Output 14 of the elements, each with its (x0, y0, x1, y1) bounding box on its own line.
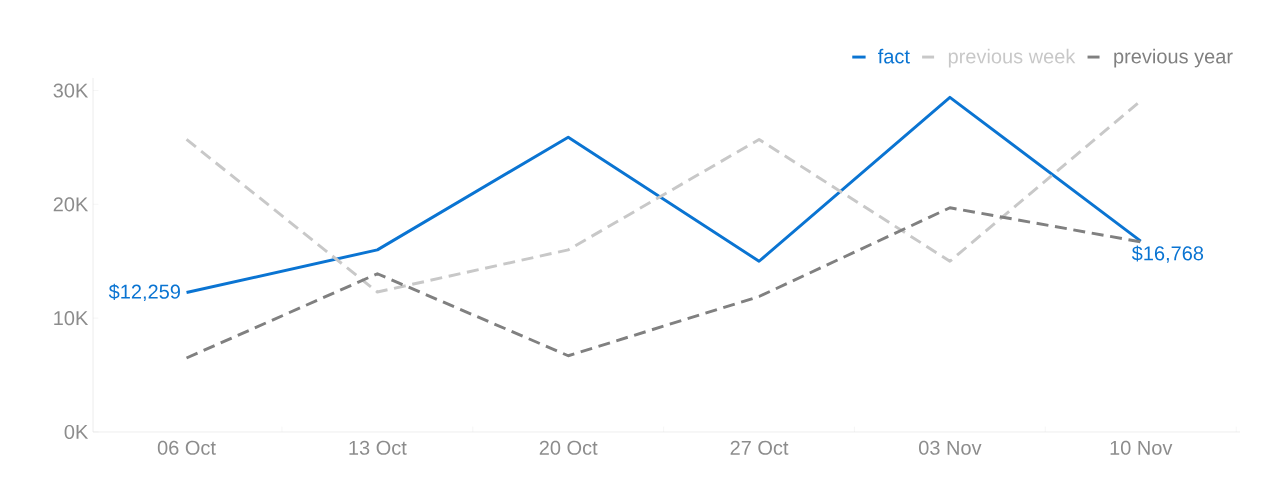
data-label: $16,768 (1131, 245, 1204, 263)
y-tick-label: 20K (53, 197, 89, 212)
y-tick-label: 30K (53, 83, 89, 98)
x-tick-label: 03 Nov (919, 440, 982, 455)
x-tick-label: 06 Oct (157, 440, 216, 455)
x-tick-label: 10 Nov (1110, 440, 1173, 455)
x-tick-label: 27 Oct (730, 440, 789, 455)
x-tick-label: 13 Oct (349, 440, 407, 455)
data-label: $12,259 (108, 283, 180, 302)
x-tick-label: 20 Oct (539, 440, 598, 455)
legend-label: fact (878, 48, 910, 64)
y-tick-label: 0K (64, 424, 89, 440)
legend-label: previous year (1114, 48, 1233, 68)
y-tick-label: 10K (54, 311, 89, 326)
